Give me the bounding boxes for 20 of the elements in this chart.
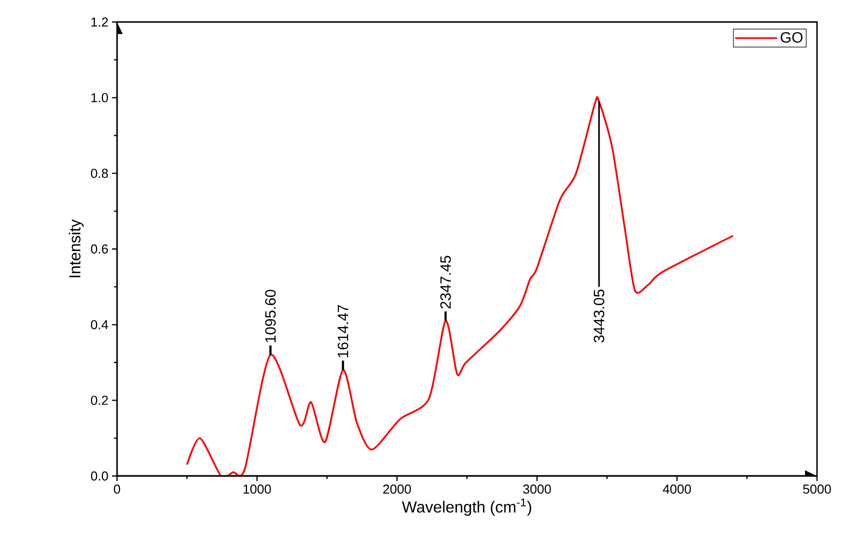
x-tick-label: 1000 (244, 484, 271, 494)
y-tick-label: 1.2 (91, 17, 108, 27)
x-tick-label: 2000 (383, 484, 411, 494)
y-tick-label: 0.0 (90, 471, 108, 481)
y-tick-label: 0.6 (90, 244, 108, 254)
legend-label: GO (780, 32, 802, 43)
x-tick-label: 0 (114, 484, 120, 494)
x-tick-label: 3000 (523, 484, 551, 494)
annotation: 1614.47 (338, 305, 348, 358)
x-tick-label: 5000 (803, 484, 831, 494)
y-tick-label: 1.0 (91, 93, 108, 102)
x-axis-title: Wavelength (cm$^{-1}$) (402, 498, 532, 516)
annotation: 1095.60 (265, 290, 276, 342)
annotation: 2347.45 (440, 256, 451, 308)
y-tick-label: 0.8 (90, 168, 108, 178)
y-axis-title: Intensity (68, 219, 84, 278)
x-tick-label: 4000 (662, 484, 691, 494)
y-tick-label: 0.4 (90, 320, 108, 330)
y-tick-label: 0.2 (90, 396, 108, 405)
annotation: 3443.05 (594, 290, 604, 342)
